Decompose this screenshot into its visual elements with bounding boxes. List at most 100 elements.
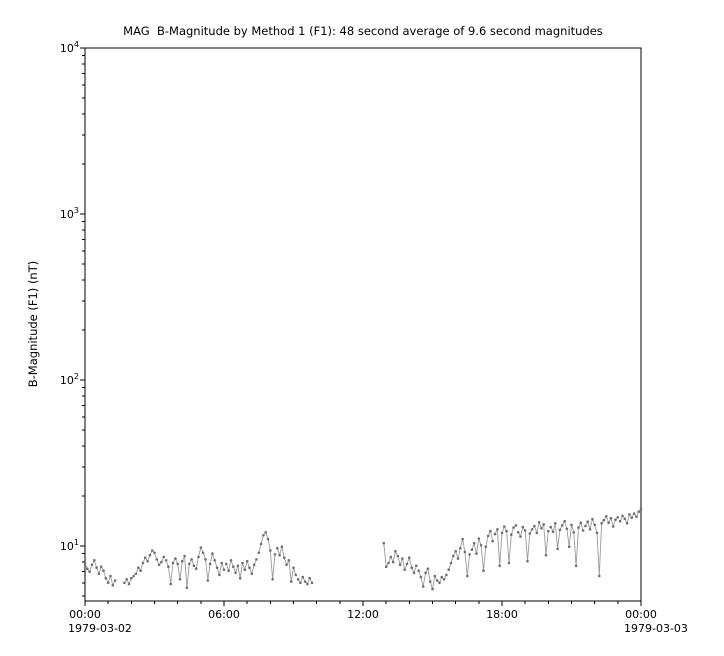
x-tick-label: 00:00 bbox=[69, 608, 101, 621]
data-point bbox=[248, 566, 251, 569]
data-point bbox=[178, 578, 182, 581]
data-point bbox=[491, 539, 495, 543]
data-point bbox=[591, 517, 594, 521]
data-point bbox=[593, 523, 596, 527]
data-point bbox=[584, 524, 587, 528]
data-point bbox=[204, 558, 207, 561]
data-point bbox=[220, 561, 223, 565]
data-point bbox=[560, 524, 564, 527]
data-point bbox=[206, 579, 210, 582]
data-point bbox=[419, 575, 423, 579]
data-point bbox=[459, 546, 462, 550]
data-point bbox=[169, 582, 172, 586]
data-point bbox=[519, 535, 522, 538]
data-point bbox=[605, 515, 608, 518]
data-point bbox=[438, 581, 441, 585]
data-point bbox=[544, 553, 548, 557]
axes: 00:00 06:00 12:00 18:00 00:00 101 102 103 104 bbox=[60, 40, 657, 621]
data-point bbox=[549, 525, 552, 529]
data-point bbox=[213, 559, 216, 562]
data-point bbox=[456, 557, 460, 560]
data-line bbox=[471, 529, 494, 571]
data-point bbox=[512, 526, 515, 529]
data-point bbox=[628, 513, 631, 516]
data-point bbox=[109, 574, 112, 578]
data-point bbox=[157, 563, 161, 567]
y-tick-label: 101 bbox=[60, 538, 79, 553]
data-point bbox=[479, 544, 483, 547]
data-point bbox=[528, 532, 532, 535]
data-point bbox=[611, 525, 615, 528]
data-point bbox=[521, 525, 525, 529]
data-line bbox=[448, 538, 471, 577]
data-point bbox=[486, 534, 490, 538]
data-point bbox=[190, 558, 193, 561]
data-point bbox=[264, 531, 268, 534]
data-point bbox=[389, 555, 393, 559]
data-point bbox=[132, 574, 135, 578]
data-point bbox=[238, 576, 242, 580]
data-point bbox=[514, 524, 518, 527]
data-point bbox=[579, 521, 583, 525]
y-tick-label: 104 bbox=[60, 40, 79, 55]
data-point bbox=[287, 559, 291, 562]
data-line bbox=[225, 558, 257, 579]
data-point bbox=[139, 569, 142, 572]
data-point bbox=[99, 565, 103, 568]
x-axis-date-left: 1979-03-02 bbox=[68, 622, 132, 635]
data-point bbox=[176, 562, 179, 566]
data-point bbox=[440, 575, 444, 579]
data-point bbox=[194, 567, 198, 570]
data-point bbox=[148, 553, 152, 557]
data-point bbox=[269, 549, 272, 552]
data-point bbox=[470, 548, 474, 551]
data-point bbox=[447, 568, 451, 571]
data-point bbox=[556, 547, 559, 551]
data-point bbox=[412, 571, 416, 575]
data-point bbox=[183, 554, 186, 558]
data-point bbox=[229, 559, 233, 562]
data-point bbox=[262, 534, 265, 537]
x-axis-date-right: 1979-03-03 bbox=[624, 622, 688, 635]
data-point bbox=[637, 510, 640, 513]
x-tick-label: 18:00 bbox=[486, 608, 518, 621]
data-point bbox=[600, 522, 603, 525]
data-point bbox=[500, 531, 504, 535]
data-point bbox=[523, 529, 527, 532]
data-point bbox=[137, 566, 140, 569]
data-point bbox=[134, 572, 138, 576]
data-point bbox=[160, 560, 163, 564]
data-point bbox=[143, 556, 147, 559]
y-tick-label: 102 bbox=[60, 372, 79, 387]
data-point bbox=[276, 546, 279, 550]
data-point bbox=[551, 530, 555, 533]
data-point bbox=[225, 562, 228, 566]
data-point bbox=[83, 561, 87, 565]
data-point bbox=[475, 552, 478, 555]
data-point bbox=[405, 562, 409, 566]
data-point bbox=[236, 564, 240, 568]
data-point bbox=[602, 518, 606, 522]
data-point bbox=[289, 580, 293, 583]
data-point bbox=[581, 529, 585, 532]
data-point bbox=[104, 576, 108, 580]
data-point bbox=[167, 565, 170, 568]
data-point bbox=[301, 575, 305, 579]
data-point bbox=[88, 570, 91, 573]
data-point bbox=[250, 572, 254, 576]
data-point bbox=[174, 557, 177, 560]
data-point bbox=[130, 576, 133, 580]
data-point bbox=[153, 551, 156, 555]
x-tick-label: 12:00 bbox=[347, 608, 379, 621]
data-point bbox=[215, 566, 219, 569]
data-point bbox=[303, 580, 307, 583]
data-point bbox=[516, 531, 520, 534]
data-point bbox=[496, 528, 499, 531]
data-point bbox=[164, 559, 168, 562]
data-point bbox=[232, 565, 235, 568]
data-point bbox=[308, 576, 312, 580]
data-point bbox=[278, 553, 281, 557]
plot-title: MAG B-Magnitude by Method 1 (F1): 48 sec… bbox=[123, 24, 603, 38]
data-point bbox=[618, 519, 622, 523]
data-point bbox=[547, 529, 550, 533]
